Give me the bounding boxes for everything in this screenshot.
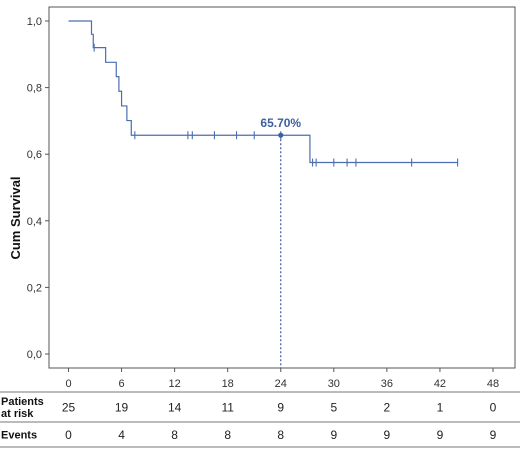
x-tick-label: 48 xyxy=(487,378,499,390)
risk-cell: 14 xyxy=(168,401,182,415)
risk-cell: 1 xyxy=(437,401,444,415)
risk-cell: 4 xyxy=(118,428,125,442)
y-tick-label: 0,6 xyxy=(27,149,42,161)
risk-cell: 8 xyxy=(277,428,284,442)
x-tick-label: 36 xyxy=(381,378,393,390)
risk-cell: 9 xyxy=(384,428,391,442)
x-tick-label: 6 xyxy=(119,378,125,390)
x-tick-label: 12 xyxy=(169,378,181,390)
risk-cell: 9 xyxy=(277,401,284,415)
risk-row-label: Events xyxy=(1,430,37,442)
y-axis-label: Cum Survival xyxy=(8,176,23,259)
risk-cell: 9 xyxy=(490,428,497,442)
plot-frame xyxy=(48,6,516,369)
risk-cell: 8 xyxy=(224,428,231,442)
annotation-label: 65.70% xyxy=(260,116,301,130)
risk-cell: 9 xyxy=(330,428,337,442)
risk-cell: 9 xyxy=(437,428,444,442)
annotation-point xyxy=(278,132,284,138)
x-tick-label: 24 xyxy=(275,378,287,390)
x-tick-label: 42 xyxy=(434,378,446,390)
risk-cell: 25 xyxy=(62,401,76,415)
y-tick-label: 0,8 xyxy=(27,83,42,95)
risk-cell: 19 xyxy=(115,401,129,415)
risk-cell: 0 xyxy=(490,401,497,415)
x-tick-label: 0 xyxy=(65,378,71,390)
plot-layer: 0,0 0,2 0,4 0,6 0,8 1,0 0 6 12 18 24 30 36 42 48 65.70% xyxy=(27,6,516,390)
risk-cell: 0 xyxy=(65,428,72,442)
x-tick-label: 30 xyxy=(328,378,340,390)
x-tick-label: 18 xyxy=(222,378,234,390)
risk-cell: 2 xyxy=(384,401,391,415)
y-tick-label: 0,2 xyxy=(27,282,42,294)
risk-cell: 8 xyxy=(171,428,178,442)
y-tick-label: 0,0 xyxy=(27,349,42,361)
y-tick-label: 0,4 xyxy=(27,216,42,228)
risk-cell: 11 xyxy=(221,401,234,415)
y-tick-label: 1,0 xyxy=(27,16,42,28)
survival-curve xyxy=(68,20,458,164)
risk-row-label: Patients xyxy=(1,396,44,408)
risk-row-label: at risk xyxy=(1,408,34,420)
risk-cell: 5 xyxy=(330,401,337,415)
